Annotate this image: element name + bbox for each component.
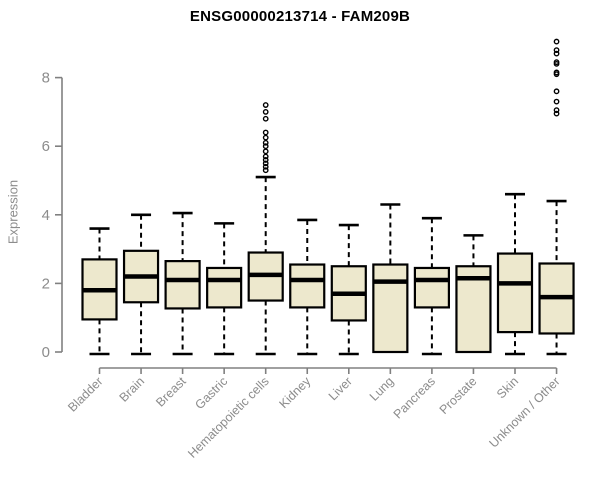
box-gastric (206, 222, 243, 356)
iqr-box (455, 265, 492, 354)
x-category-label: Prostate (437, 374, 480, 417)
outlier-point (553, 98, 560, 105)
x-category-label: Breast (153, 374, 189, 410)
x-category-label: Skin (494, 374, 521, 401)
x-category-label: Bladder (65, 374, 105, 414)
box-breast (164, 211, 201, 356)
iqr-box (496, 252, 534, 334)
y-axis-label: Expression (5, 179, 21, 245)
x-category-label: Hematopoietic cells (185, 374, 272, 461)
box-kidney (289, 218, 326, 356)
y-tick-label: 8 (42, 70, 50, 87)
outlier-point (553, 88, 560, 95)
x-category-label: Kidney (276, 374, 313, 411)
x-category-label: Gastric (192, 374, 230, 412)
outlier-point (553, 59, 560, 66)
outlier-point (262, 153, 269, 160)
iqr-box (289, 263, 326, 309)
outlier-point (553, 47, 560, 54)
outlier-point (553, 110, 560, 117)
iqr-box (206, 266, 243, 309)
outlier-point (262, 163, 269, 170)
box-brain (122, 213, 160, 356)
outlier-point (262, 129, 269, 136)
x-category-label: Lung (367, 374, 397, 404)
outlier-point (262, 167, 269, 174)
outlier-point (262, 115, 269, 122)
y-tick-label: 0 (42, 344, 50, 361)
outlier-point (553, 107, 560, 114)
x-category-label: Liver (326, 374, 355, 403)
iqr-box (164, 260, 201, 310)
outlier-point (553, 38, 560, 45)
outlier-point (262, 143, 269, 150)
box-liver (330, 223, 367, 356)
y-tick-label: 4 (42, 207, 50, 224)
box-bladder (81, 227, 118, 356)
x-category-label: Pancreas (391, 374, 438, 421)
outlier-point (262, 148, 269, 155)
x-category-label: Unknown / Other (486, 374, 562, 450)
outlier-point (262, 109, 269, 115)
box-prostate (455, 234, 492, 354)
y-tick-label: 6 (42, 138, 50, 155)
outlier-point (553, 50, 560, 57)
outlier-point (553, 69, 560, 76)
x-category-label: Brain (117, 374, 148, 405)
y-tick-label: 2 (42, 275, 50, 292)
outlier-point (262, 139, 269, 146)
outlier-point (262, 160, 269, 167)
chart-title: ENSG00000213714 - FAM209B (189, 8, 411, 25)
box-pancreas (413, 216, 450, 356)
box-lung (372, 203, 409, 354)
box-hematopoietic-cells (247, 102, 284, 356)
iqr-box (413, 266, 450, 309)
box-skin (496, 192, 534, 356)
outlier-point (262, 157, 269, 163)
box-unknown-other (538, 38, 575, 356)
outlier-point (262, 134, 269, 141)
iqr-box (372, 263, 409, 354)
outlier-point (262, 102, 269, 108)
